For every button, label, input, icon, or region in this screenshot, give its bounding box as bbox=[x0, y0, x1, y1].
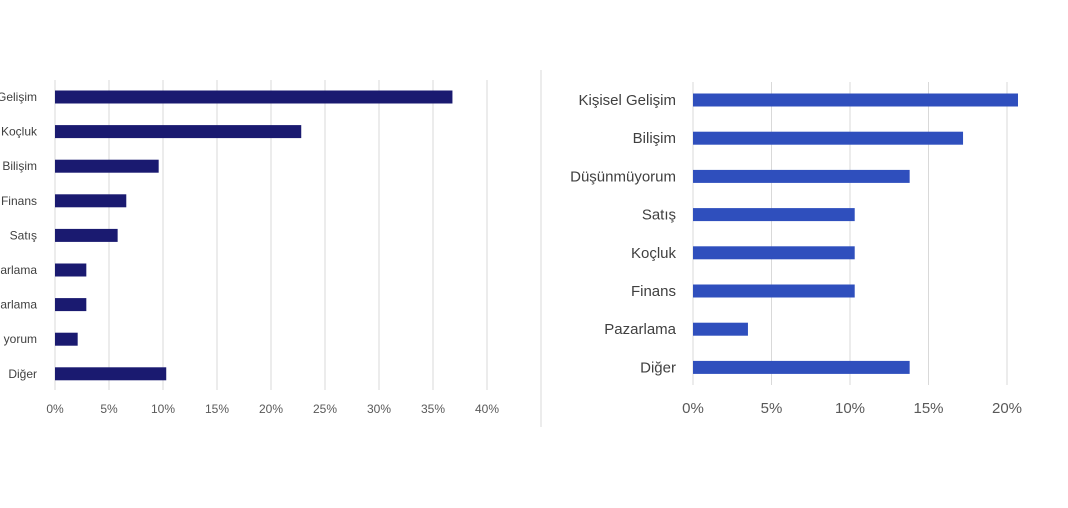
left-category-label: yorum bbox=[4, 332, 37, 346]
left-x-tick-label: 30% bbox=[367, 402, 391, 416]
left-category-label: Satış bbox=[10, 228, 37, 242]
right-bar bbox=[693, 284, 855, 298]
right-category-label: Pazarlama bbox=[604, 321, 676, 338]
left-x-tick-label: 10% bbox=[151, 402, 175, 416]
left-category-label: zarlama bbox=[0, 263, 37, 277]
left-x-tick-label: 40% bbox=[475, 402, 499, 416]
left-category-label: Diğer bbox=[8, 367, 37, 381]
right-category-label: Kişisel Gelişim bbox=[578, 92, 676, 109]
right-x-tick-label: 10% bbox=[835, 400, 865, 417]
right-x-tick-label: 5% bbox=[761, 400, 783, 417]
left-x-tick-label: 25% bbox=[313, 402, 337, 416]
left-bar bbox=[55, 263, 87, 277]
left-bar bbox=[55, 228, 118, 242]
left-category-label: Bilişim bbox=[2, 159, 37, 173]
left-category-label: Gelişim bbox=[0, 90, 37, 104]
left-bar bbox=[55, 332, 78, 346]
right-bar bbox=[693, 360, 910, 374]
left-x-tick-label: 20% bbox=[259, 402, 283, 416]
left-x-tick-label: 35% bbox=[421, 402, 445, 416]
right-x-tick-label: 0% bbox=[682, 400, 704, 417]
left-bar bbox=[55, 125, 302, 139]
right-category-label: Finans bbox=[631, 283, 676, 300]
left-bar bbox=[55, 90, 453, 104]
left-category-label: Finans bbox=[1, 194, 37, 208]
left-category-label: Koçluk bbox=[1, 125, 38, 139]
left-bar-chart: 0% 5% 10% 15% 20% 25% 30% 35% 40% Gelişim Koçluk Bi… bbox=[0, 80, 499, 416]
right-bar bbox=[693, 246, 855, 260]
right-bar bbox=[693, 93, 1018, 107]
right-bar-chart: 0% 5% 10% 15% 20% Kişisel Gelişim Bilişim Düşün… bbox=[570, 82, 1022, 417]
left-x-tick-label: 5% bbox=[100, 402, 118, 416]
right-bar bbox=[693, 208, 855, 222]
right-category-label: Koçluk bbox=[631, 245, 677, 262]
right-x-tick-label: 20% bbox=[992, 400, 1022, 417]
left-bar bbox=[55, 298, 87, 312]
right-category-label: Diğer bbox=[640, 359, 676, 376]
right-bar bbox=[693, 169, 910, 183]
left-bar bbox=[55, 194, 127, 208]
right-bar bbox=[693, 131, 964, 145]
right-x-tick-label: 15% bbox=[913, 400, 943, 417]
left-category-label: zarlama bbox=[0, 298, 37, 312]
left-bar bbox=[55, 159, 159, 173]
right-category-label: Düşünmüyorum bbox=[570, 168, 676, 185]
right-category-label: Satış bbox=[642, 207, 676, 224]
left-bar bbox=[55, 367, 167, 381]
left-x-tick-label: 0% bbox=[46, 402, 64, 416]
right-category-label: Bilişim bbox=[633, 130, 676, 147]
right-bar bbox=[693, 322, 748, 336]
left-x-tick-label: 15% bbox=[205, 402, 229, 416]
